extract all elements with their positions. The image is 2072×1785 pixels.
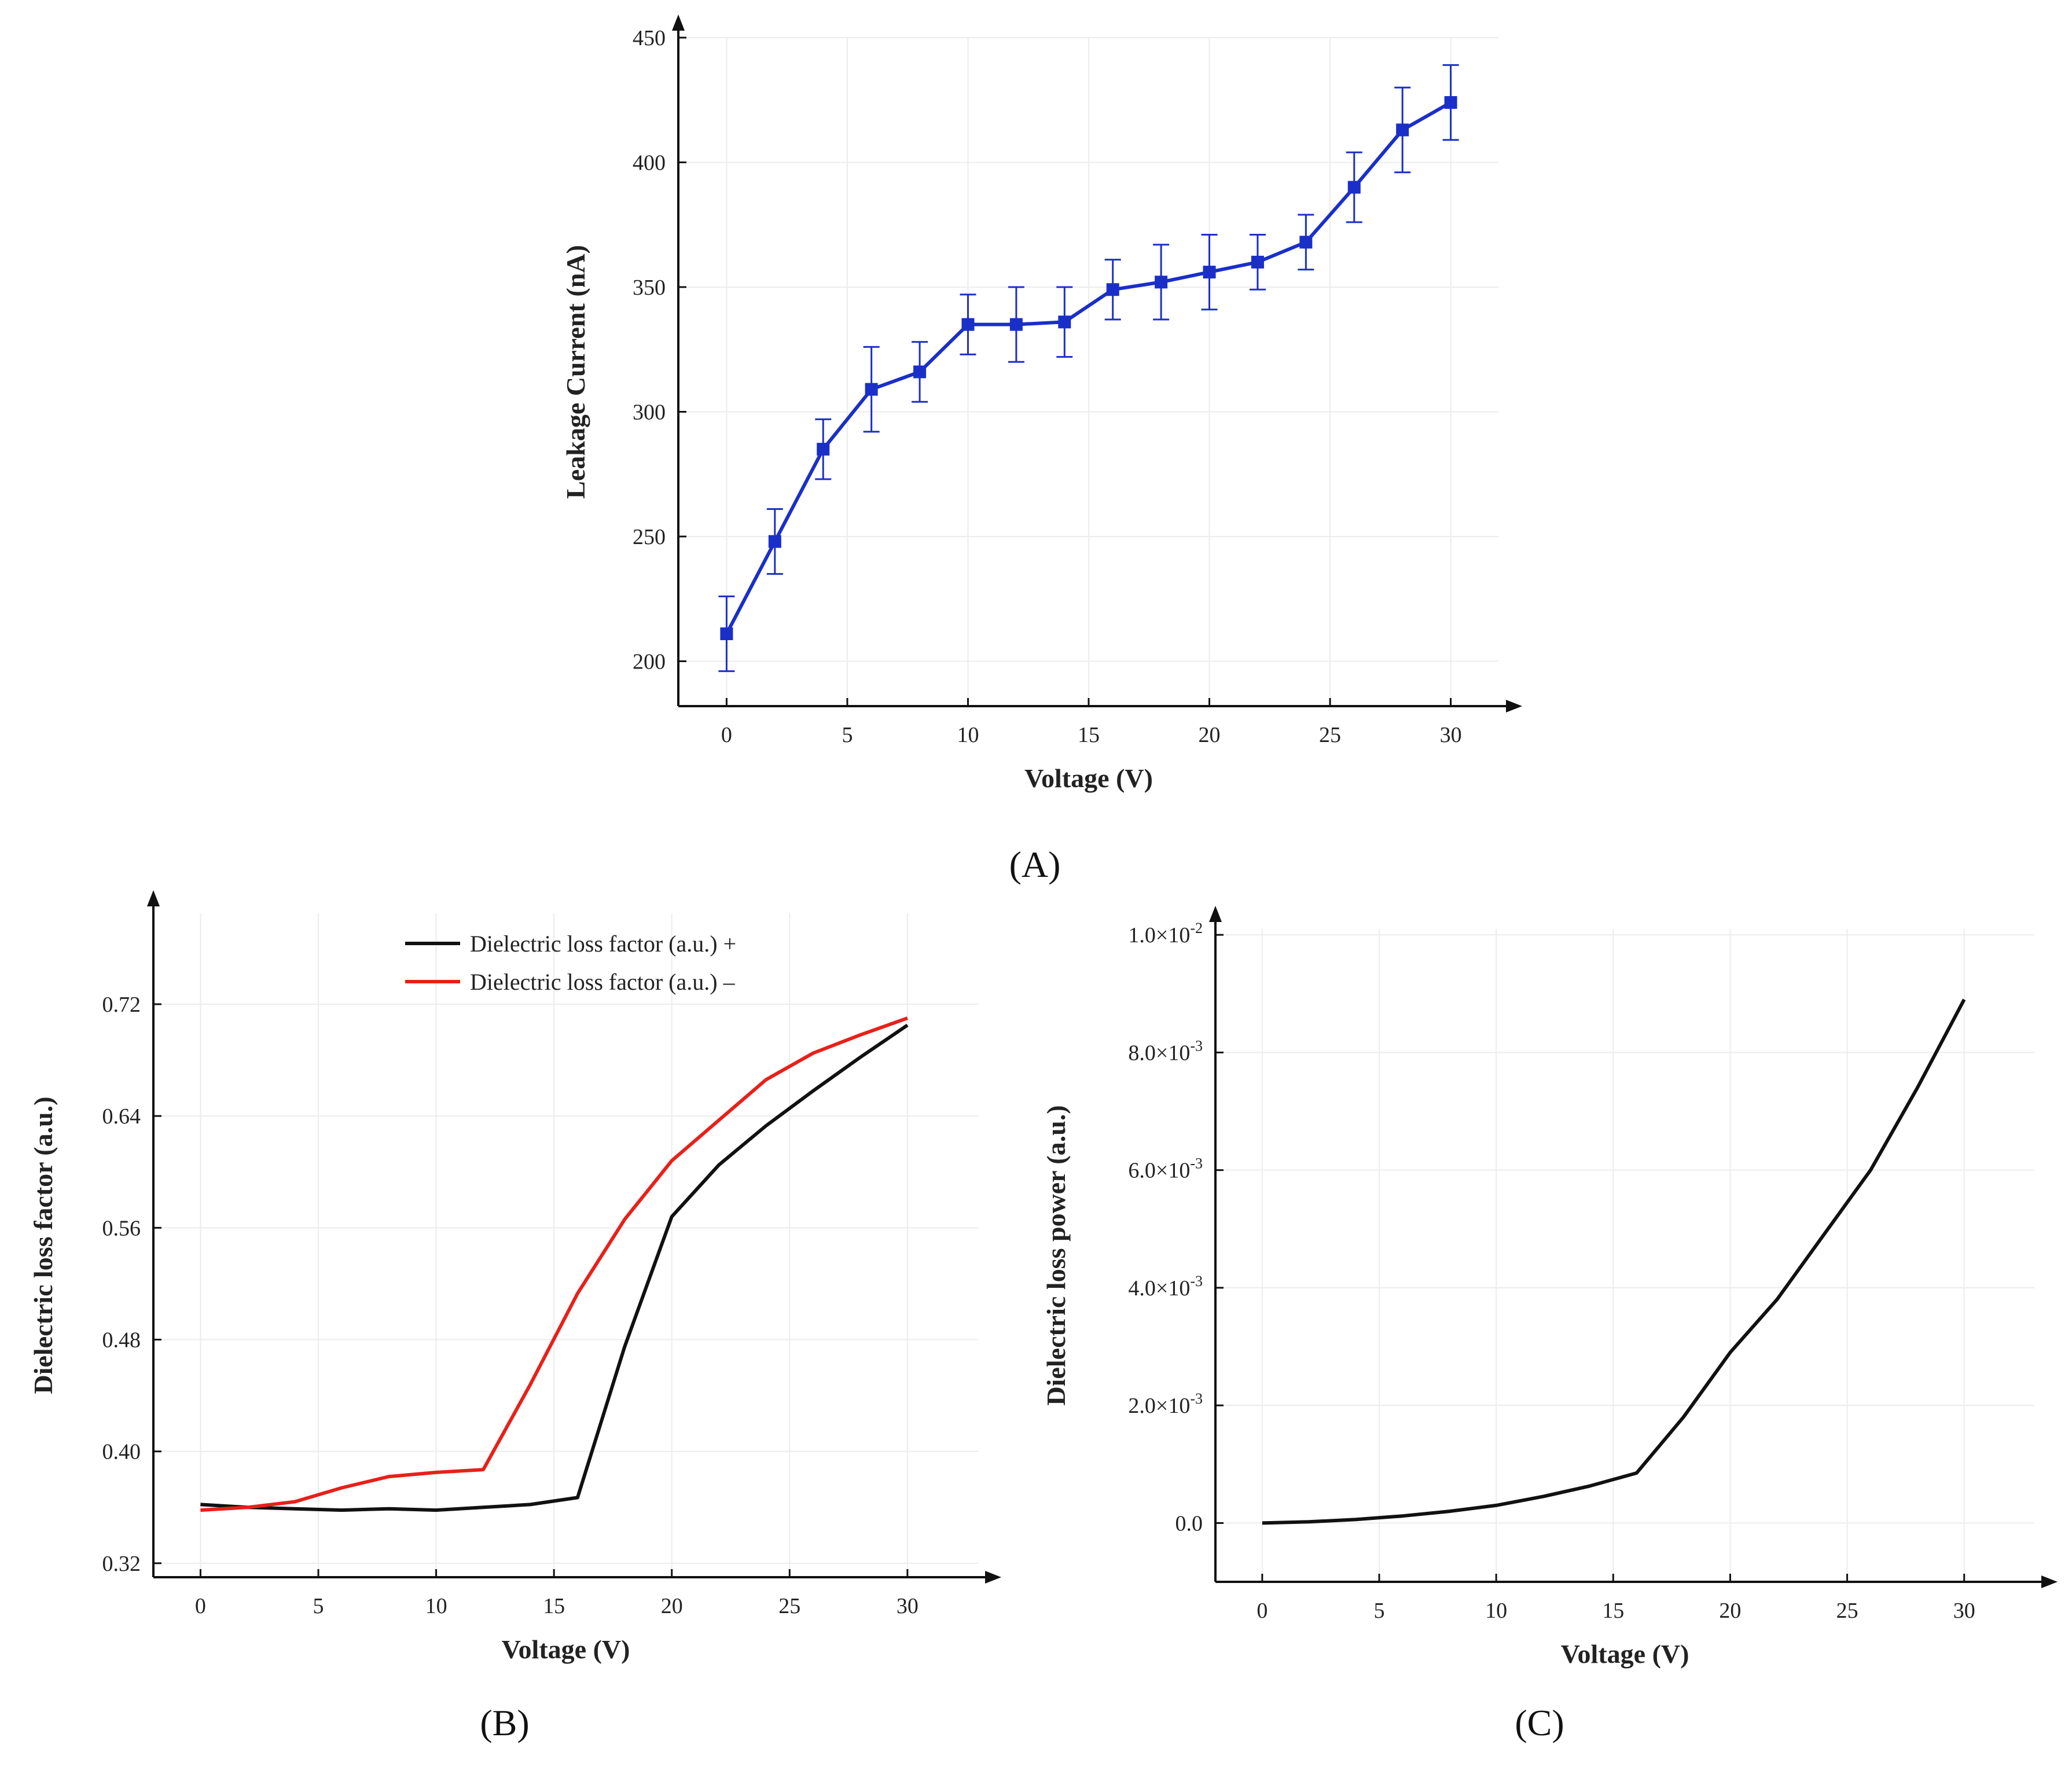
y-tick-label: 400 [633,150,666,175]
y-tick-label: 300 [633,400,666,424]
data-point [1396,123,1409,137]
x-axis-arrow [2041,1575,2058,1588]
y-axis-arrow [672,14,685,31]
x-tick-label: 30 [1440,723,1462,747]
y-tick-label: 0.48 [102,1328,141,1352]
panel-label: (A) [1009,844,1061,885]
y-tick-exponent: -3 [1190,1273,1203,1290]
series-line [200,1016,908,1512]
data-point [913,365,927,379]
y-tick-exponent: -3 [1190,1037,1203,1054]
chart-b: 0 5 10 15 20 25 30 0.32 0.40 0.48 0.56 0.64 0.72 Volt… [28,890,1001,1743]
x-tick-label: 10 [1485,1599,1507,1623]
data-point [1347,181,1361,194]
data-point [961,318,975,331]
y-tick-mantissa: 6.0×10 [1128,1159,1190,1183]
x-tick-label: 25 [1319,723,1341,747]
chart-c: 0 5 10 15 20 25 300.02.0×10-34.0×10-36.0×10-38… [1041,906,2058,1743]
y-axis-label: Dielectric loss factor (a.u.) [28,1097,58,1394]
y-tick-exponent: -3 [1190,1155,1203,1172]
x-tick-label: 10 [957,723,979,747]
y-tick-label: 350 [633,276,666,300]
data-point [1299,236,1313,249]
x-tick-label: 15 [543,1594,565,1618]
x-tick-label: 25 [1836,1599,1858,1623]
y-tick-mantissa: 4.0×10 [1128,1276,1190,1301]
data-point [1203,266,1216,279]
y-tick-label: 2.0×10-3 [1128,1390,1203,1418]
legend-label: Dielectric loss factor (a.u.) – [470,969,736,995]
series-line [1262,998,1966,1525]
y-tick-label: 0.56 [102,1216,141,1240]
y-axis-label: Dielectric loss power (a.u.) [1041,1105,1071,1405]
data-point [1058,315,1071,329]
y-tick-label: 8.0×10-3 [1128,1037,1203,1065]
x-tick-label: 30 [897,1594,919,1618]
panel-label: (C) [1515,1702,1564,1743]
data-point [1251,255,1264,269]
x-axis-label: Voltage (V) [1024,763,1153,793]
x-tick-label: 20 [1719,1599,1741,1623]
legend-label: Dielectric loss factor (a.u.) + [470,931,736,957]
y-tick-label: 0.0 [1175,1511,1203,1536]
y-tick-label: 1.0×10-2 [1128,920,1203,947]
y-tick-mantissa: 8.0×10 [1128,1041,1190,1065]
x-tick-label: 20 [661,1594,683,1618]
x-tick-label: 5 [1374,1599,1385,1623]
x-tick-label: 30 [1953,1599,1975,1623]
data-point [720,627,733,641]
x-tick-label: 10 [425,1594,447,1618]
y-tick-mantissa: 0.0 [1175,1511,1203,1536]
data-point [768,535,781,548]
x-axis-label: Voltage (V) [502,1635,630,1664]
x-axis-label: Voltage (V) [1561,1639,1689,1669]
panel-label: (B) [480,1702,529,1743]
data-point [1106,283,1119,296]
x-tick-label: 15 [1078,723,1100,747]
data-point [1009,318,1023,331]
y-axis-label: Leakage Current (nA) [561,245,590,499]
y-tick-mantissa: 1.0×10 [1128,923,1190,947]
data-point [1155,276,1168,289]
y-tick-label: 450 [633,26,666,50]
y-tick-label: 200 [633,649,666,674]
y-tick-label: 0.40 [102,1440,141,1464]
x-tick-label: 5 [313,1594,324,1618]
x-tick-label: 0 [1257,1599,1268,1623]
x-axis-arrow [985,1571,1001,1584]
series-line [725,101,1452,635]
y-tick-label: 0.72 [102,993,141,1017]
y-tick-label: 250 [633,525,666,549]
y-axis-arrow [147,890,160,906]
y-tick-label: 4.0×10-3 [1128,1273,1203,1301]
data-point [1444,96,1457,109]
y-tick-mantissa: 2.0×10 [1128,1394,1190,1418]
y-tick-label: 0.64 [102,1104,141,1129]
y-tick-exponent: -2 [1190,920,1203,936]
y-axis-arrow [1209,906,1222,922]
x-tick-label: 0 [195,1594,206,1618]
x-tick-label: 5 [842,723,853,747]
x-tick-label: 15 [1602,1599,1624,1623]
x-tick-label: 20 [1199,723,1221,747]
y-tick-label: 6.0×10-3 [1128,1155,1203,1183]
x-tick-label: 0 [721,723,732,747]
series-line [200,1023,909,1512]
x-axis-arrow [1506,700,1522,712]
x-tick-label: 25 [778,1594,800,1618]
chart-a: 0 5 10 15 20 25 30 200 250 300 350 400 450 Voltage (V… [561,14,1522,885]
data-point [865,383,878,396]
data-point [817,443,830,456]
y-tick-exponent: -3 [1190,1390,1203,1407]
y-tick-label: 0.32 [102,1552,141,1576]
